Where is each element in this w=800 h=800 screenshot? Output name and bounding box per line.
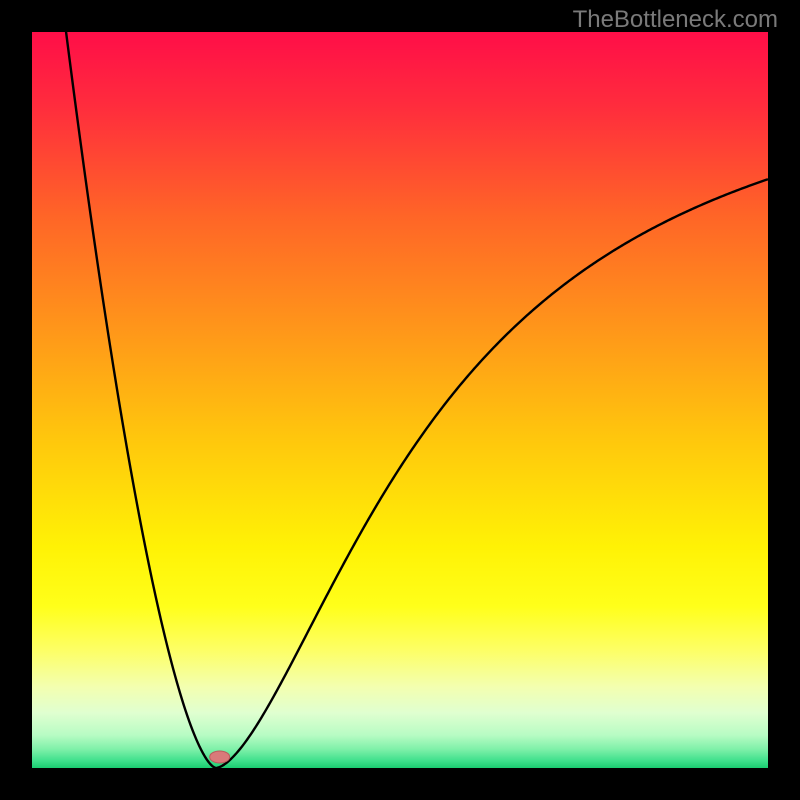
chart-svg — [32, 32, 768, 768]
min-marker — [210, 751, 230, 763]
bottleneck-curve — [64, 32, 768, 768]
plot-area — [32, 32, 768, 768]
watermark: TheBottleneck.com — [573, 6, 778, 34]
